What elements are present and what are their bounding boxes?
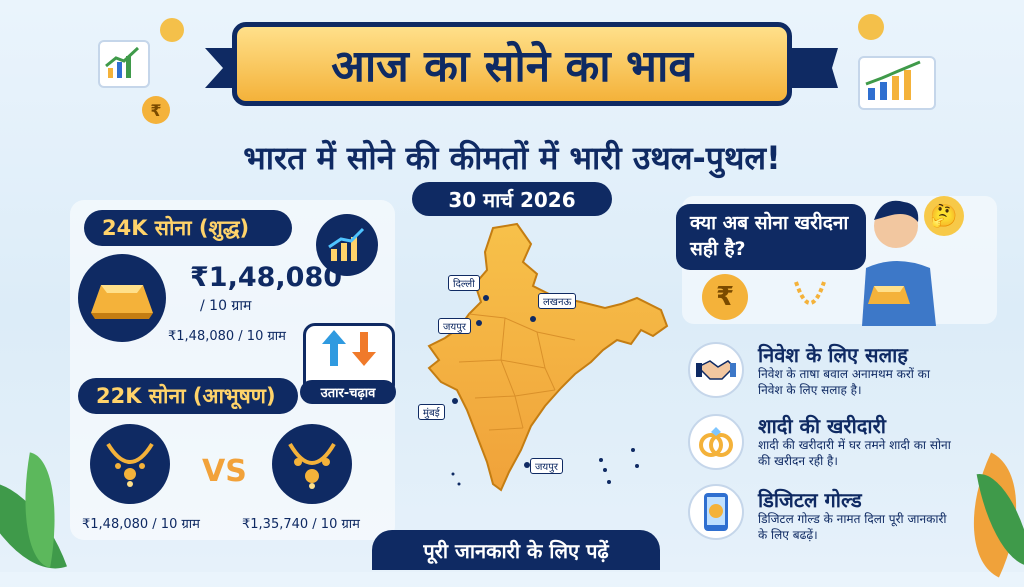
gold-bar-icon xyxy=(866,282,912,314)
rupee-coin-icon: ₹ xyxy=(142,96,170,124)
map-marker xyxy=(483,295,489,301)
chart-card-icon xyxy=(858,56,936,110)
tip-title-digital-gold: डिजिटल गोल्ड xyxy=(758,488,862,512)
growth-chart-icon xyxy=(316,214,378,276)
chart-card-icon xyxy=(98,40,150,88)
city-label: जयपुर xyxy=(530,458,563,474)
tip-text-wedding: शादी की खरीदारी में घर तमने शादी का सोना… xyxy=(758,438,951,468)
rupee-coin-icon: ₹ xyxy=(702,274,748,320)
city-label: दिल्ली xyxy=(448,275,480,291)
date-badge: 30 मार्च 2026 xyxy=(412,182,612,216)
coin-icon xyxy=(858,14,884,40)
map-marker xyxy=(476,320,482,326)
handshake-icon xyxy=(688,342,744,398)
rings-icon xyxy=(688,414,744,470)
thinking-emoji-icon: 🤔 xyxy=(924,196,964,236)
necklace-icon xyxy=(272,424,352,504)
page-title: आज का सोने का भाव xyxy=(232,22,792,106)
city-label: लखनऊ xyxy=(538,293,577,309)
necklace-icon xyxy=(90,424,170,504)
map-marker xyxy=(530,316,536,322)
phone-coin-icon xyxy=(688,484,744,540)
updown-label: उतार-चढ़ाव xyxy=(300,380,396,404)
city-label: मुंबई xyxy=(418,404,445,420)
tip-title-wedding: शादी की खरीदारी xyxy=(758,414,886,438)
map-marker xyxy=(452,398,458,404)
india-map xyxy=(427,222,669,492)
map-marker xyxy=(524,462,530,468)
page-subtitle: भारत में सोने की कीमतों में भारी उथल-पुथ… xyxy=(243,139,781,177)
question-bubble: क्या अब सोना खरीदना सही है? xyxy=(676,204,866,270)
gold-24k-unit: / 10 ग्राम xyxy=(200,298,252,314)
city-label: जयपुर xyxy=(438,318,471,334)
tip-text-investment: निवेश के ताषा बवाल अनामथम करों का निवेश … xyxy=(758,367,930,397)
gold-24k-price: ₹1,48,080 xyxy=(190,262,343,293)
gold-chain-icon xyxy=(790,276,830,324)
tip-text-digital-gold: डिजिटल गोल्ड के नामत दिला पूरी जानकारी क… xyxy=(758,512,947,542)
gold-24k-label: 24K सोना (शुद्ध) xyxy=(84,210,292,246)
read-more-button[interactable]: पूरी जानकारी के लिए पढ़ें xyxy=(372,530,660,570)
gold-22k-right-caption: ₹1,35,740 / 10 ग्राम xyxy=(242,517,360,532)
tip-title-investment: निवेश के लिए सलाह xyxy=(758,343,908,367)
gold-22k-left-caption: ₹1,48,080 / 10 ग्राम xyxy=(82,517,200,532)
coin-icon xyxy=(160,18,184,42)
vs-text: VS xyxy=(202,454,247,489)
gold-22k-label: 22K सोना (आभूषण) xyxy=(78,378,298,414)
gold-bar-icon xyxy=(78,254,166,342)
gold-24k-price-small: ₹1,48,080 / 10 ग्राम xyxy=(168,329,286,344)
